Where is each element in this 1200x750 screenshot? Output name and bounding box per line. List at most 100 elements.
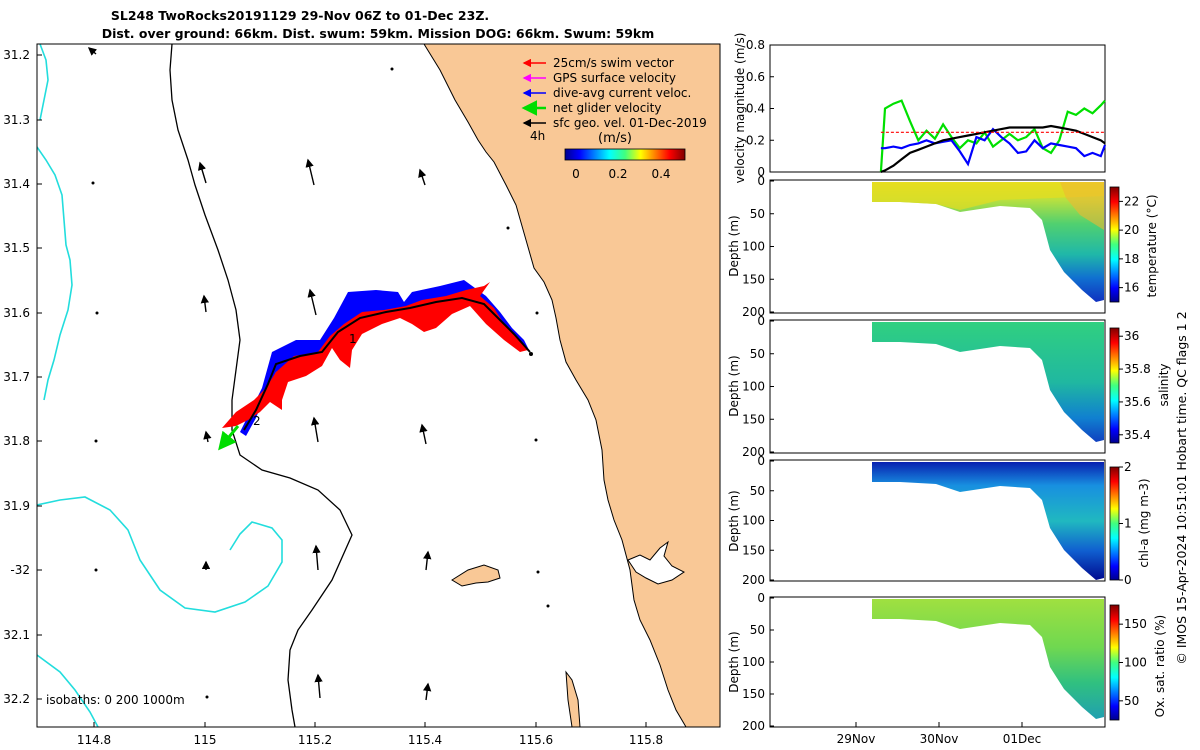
map-colorbar-tick-0: 0 [572,167,580,181]
salinity-cb-label: salinity [1157,363,1171,406]
oxygen-colorbar [1109,604,1120,721]
colorbar-tick-0-0: 16 [1124,281,1139,295]
lon-tick-3: 115.4 [408,733,442,747]
map-legend: 25cm/s swim vector GPS surface velocity … [521,56,707,181]
title-line-1: SL248 TwoRocks20191129 29-Nov 06Z to 01-… [111,8,489,23]
velocity-y-ticks: 0 0.2 0.4 0.6 0.8 [746,38,774,179]
colorbar-tick-0-1: 18 [1124,252,1139,266]
chla-colorbar [1109,466,1120,581]
island [451,564,501,587]
lat-tick-9: 32.1 [3,628,30,642]
lon-tick-1: 115 [194,733,217,747]
colorbar-tick-3-1: 100 [1124,656,1147,670]
velocity-y-tick-1: 0.2 [746,133,765,147]
net-glider-vector [218,425,240,451]
colorbar-tick-3-0: 50 [1124,694,1139,708]
depth-tick-2-4: 200 [742,573,765,587]
velocity-y-tick-0: 0 [757,165,765,179]
lat-tick-8: -32 [10,563,30,577]
depth-label-0: Depth (m) [727,215,741,276]
colorbar-tick-3-2: 150 [1124,617,1147,631]
depth-tick-3-2: 100 [742,655,765,669]
lat-tick-10: 32.2 [3,692,30,706]
colorbar-tick-2-0: 0 [1124,573,1132,587]
colorbar-ticks: 16 18 20 22 35.4 35.6 35.8 36 0 1 2 50 100 150 [1119,194,1151,708]
map-frame [36,43,721,728]
lat-tick-2: 31.4 [3,177,30,191]
isobath-200m-c [37,654,99,727]
depth-tick-1-4: 200 [742,445,765,459]
depth-tick-2-0: 0 [757,454,765,468]
depth-tick-3-3: 150 [742,687,765,701]
colorbar-tick-0-3: 22 [1124,194,1139,208]
oxygen-panel [769,596,1106,728]
geo-dots [91,67,550,699]
time-tick-0: 29Nov [837,732,876,746]
depth-tick-1-2: 100 [742,380,765,394]
depth-tick-1-1: 50 [750,347,765,361]
lat-tick-0: 31.2 [3,48,30,62]
velocity-y-tick-4: 0.8 [746,38,765,52]
lon-tick-4: 115.6 [519,733,553,747]
imos-side-note: © IMOS 15-Apr-2024 10:51:01 Hobart time.… [1174,311,1189,664]
start-marker [529,352,533,356]
colorbar-tick-0-2: 20 [1124,223,1139,237]
velocity-ylabel: velocity magnitude (m/s) [733,33,747,184]
isobath-200m-b [37,496,283,613]
depth-tick-0-2: 100 [742,240,765,254]
time-tick-2: 01Dec [1003,732,1042,746]
depth-tick-2-3: 150 [742,543,765,557]
lon-tick-2: 115.2 [298,733,332,747]
lon-tick-5: 115.8 [629,733,663,747]
colorbar-tick-1-2: 35.8 [1124,362,1151,376]
lat-tick-1: 31.3 [3,113,30,127]
oxygen-cb-label: Ox. sat. ratio (%) [1153,615,1167,717]
colorbar-tick-1-3: 36 [1124,329,1139,343]
temperature-colorbar [1109,186,1120,303]
colorbar-tick-1-0: 35.4 [1124,428,1151,442]
velocity-chart: 0 0.2 0.4 0.6 0.8 velocity magnitude (m/s) [733,33,1107,184]
velocity-y-tick-2: 0.4 [746,102,765,116]
legend-item-0: 25cm/s swim vector [553,56,674,70]
lat-tick-4: 31.6 [3,306,30,320]
depth-tick-3-0: 0 [757,591,765,605]
depth-tick-0-1: 50 [750,207,765,221]
map-colorbar-tick-1: 0.2 [608,167,627,181]
salinity-panel [769,319,1106,454]
velocity-series [879,99,1107,174]
isobath-0m [169,44,353,727]
colorbar-tick-2-2: 2 [1124,460,1132,474]
velocity-y-tick-3: 0.6 [746,70,765,84]
waypoint-label-1: 1 [349,332,357,346]
spit [565,670,581,727]
legend-interval-label: 4h [530,129,545,143]
time-x-ticks [855,722,1023,727]
waypoint-label-2: 2 [253,414,261,428]
legend-item-3: net glider velocity [553,101,661,115]
map-lat-ticks [37,54,42,700]
land-mass [423,44,720,727]
depth-tick-1-0: 0 [757,314,765,328]
salinity-field [872,322,1104,442]
heatmap-axes: 0 50 100 150 200 Depth (m) 0 50 100 150 200 Depth (… [727,174,774,733]
depth-tick-1-3: 150 [742,412,765,426]
colorbar-tick-2-1: 1 [1124,517,1132,531]
isobaths-label: isobaths: 0 200 1000m [46,693,185,707]
chla-cb-label: chl-a (mg m-3) [1137,478,1151,567]
depth-label-1: Depth (m) [727,355,741,416]
depth-label-3: Depth (m) [727,631,741,692]
map-lon-ticks [93,722,647,727]
isobath-1000m [39,44,49,121]
isobath-200m [37,146,73,401]
track-swim-vectors [222,282,528,428]
velocity-series-line-0 [879,99,1106,173]
depth-tick-0-3: 150 [742,272,765,286]
lon-tick-0: 114.8 [77,733,111,747]
time-tick-1: 30Nov [920,732,959,746]
temperature-cb-label: temperature (°C) [1145,195,1159,298]
legend-item-2: dive-avg current veloc. [553,86,691,100]
chla-panel [769,459,1106,582]
lat-tick-7: 31.9 [3,499,30,513]
salinity-colorbar [1109,327,1120,444]
legend-item-1: GPS surface velocity [553,71,676,85]
